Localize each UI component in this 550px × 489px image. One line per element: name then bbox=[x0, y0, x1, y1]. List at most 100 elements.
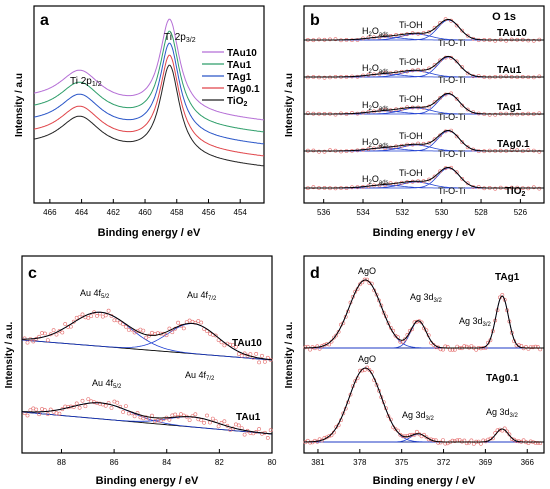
ag3d-data-point bbox=[531, 345, 536, 350]
o1s-data-point bbox=[432, 63, 437, 67]
o1s-data-point bbox=[438, 58, 443, 63]
o1s-data-point bbox=[383, 107, 387, 112]
ag3d-data-point bbox=[452, 347, 457, 352]
panel-c-label-tau1-4f52: Au 4f5/2 bbox=[92, 378, 122, 390]
au4f-data-point bbox=[222, 419, 227, 424]
x-tick-label: 80 bbox=[268, 458, 277, 467]
au4f-data-point bbox=[77, 405, 82, 410]
ag3d-data-point bbox=[478, 441, 483, 446]
sample-label: TAu10 bbox=[497, 28, 527, 39]
o1s-fit-line bbox=[304, 55, 544, 78]
au4f-data-point bbox=[80, 398, 85, 403]
panel-a-xlabel: Binding energy / eV bbox=[98, 227, 201, 239]
x-tick-label: 82 bbox=[215, 458, 224, 467]
o1s-data-point bbox=[504, 74, 509, 79]
x-tick-label: 381 bbox=[311, 458, 325, 467]
ag3d-data-point bbox=[533, 440, 538, 445]
ag3d-data-point bbox=[327, 434, 332, 439]
o1s-data-point bbox=[487, 112, 492, 117]
ag3d-data-point bbox=[315, 344, 320, 349]
au4f-data-point bbox=[80, 312, 85, 317]
x-tick-label: 454 bbox=[234, 208, 248, 217]
panel-c-sample-tau10: TAu10 bbox=[232, 338, 262, 349]
o1s-data-point bbox=[460, 65, 465, 70]
au4f-data-point bbox=[45, 412, 50, 416]
label-ti-o-ti: Ti-O-Ti bbox=[438, 38, 465, 48]
au4f-data-point bbox=[45, 338, 50, 343]
ag3d-data-point bbox=[431, 342, 436, 347]
au4f-data-point bbox=[167, 417, 172, 422]
au4f-data-point bbox=[89, 314, 94, 319]
o1s-data-point bbox=[454, 23, 459, 28]
o1s-data-point bbox=[509, 148, 514, 153]
o1s-data-point bbox=[355, 38, 360, 42]
x-tick-label: 466 bbox=[43, 208, 57, 217]
panel-a-ylabel: Intensity / a.u bbox=[14, 73, 25, 137]
o1s-data-point bbox=[537, 149, 542, 154]
au4f-data-point bbox=[268, 428, 273, 433]
ti2p-spectrum-line bbox=[33, 42, 265, 145]
o1s-data-point bbox=[333, 112, 338, 117]
x-tick-label: 84 bbox=[162, 458, 171, 467]
legend-label: TAg1 bbox=[227, 72, 252, 83]
ag3d-data-point bbox=[312, 346, 317, 351]
au4f-data-point bbox=[150, 330, 154, 335]
au4f-data-point bbox=[262, 359, 267, 364]
ag3d-data-point bbox=[438, 440, 443, 445]
label-ti-o-ti: Ti-O-Ti bbox=[438, 112, 465, 122]
o1s-data-point bbox=[438, 133, 443, 138]
au4f-data-point bbox=[132, 330, 137, 335]
ag3d-data-point bbox=[331, 335, 336, 340]
au4f-data-point bbox=[181, 326, 186, 331]
x-tick-label: 369 bbox=[479, 458, 493, 467]
o1s-data-point bbox=[322, 149, 327, 154]
au4f-data-point bbox=[257, 360, 262, 365]
au4f-data-point bbox=[260, 353, 264, 358]
panel-d-label-ag3d52-2: Ag 3d3/2 bbox=[486, 407, 519, 419]
o1s-data-point bbox=[493, 38, 498, 43]
panel-d-label-ago-1: AgO bbox=[358, 266, 376, 276]
panel-d-label-ag3d52-1: Ag 3d3/2 bbox=[459, 316, 492, 328]
au4f-data-point bbox=[210, 416, 215, 421]
au4f-data-point bbox=[57, 329, 62, 333]
au4f-fit-line bbox=[21, 402, 273, 435]
o1s-data-point bbox=[460, 103, 465, 108]
au4f-data-point bbox=[135, 329, 140, 334]
au4f-data-point bbox=[106, 308, 111, 313]
au4f-data-point bbox=[43, 331, 47, 336]
o1s-data-point bbox=[350, 111, 354, 115]
panel-c-frame bbox=[21, 255, 273, 454]
panel-c-ylabel: Intensity / a.u. bbox=[4, 321, 15, 388]
panel-c-label-tau10-4f72: Au 4f7/2 bbox=[187, 290, 217, 302]
ag3d-data-point bbox=[308, 440, 313, 445]
au4f-data-point bbox=[69, 324, 73, 329]
au4f-data-point bbox=[202, 420, 207, 425]
o1s-data-point bbox=[405, 69, 410, 74]
au4f-data-point bbox=[86, 315, 91, 320]
ti2p-spectrum-line bbox=[33, 64, 265, 167]
au4f-data-point bbox=[25, 340, 30, 345]
ag3d-data-point bbox=[381, 310, 386, 315]
x-tick-label: 460 bbox=[138, 208, 152, 217]
label-h2o-ads: H2Oads bbox=[362, 63, 389, 75]
ag3d-data-point bbox=[490, 436, 495, 441]
spectra-curves bbox=[21, 17, 544, 446]
au4f-data-point bbox=[236, 352, 241, 356]
panel-c-label-tau10-4f52: Au 4f5/2 bbox=[80, 288, 110, 300]
x-tick-label: 458 bbox=[170, 208, 184, 217]
label-h2o-ads: H2Oads bbox=[362, 100, 389, 112]
panel-d-ylabel: Intensity / a.u. bbox=[284, 321, 295, 388]
label-ti-o-ti: Ti-O-Ti bbox=[438, 75, 465, 85]
x-tick-label: 528 bbox=[474, 208, 488, 217]
panel-d-sample-tag1: TAg1 bbox=[495, 272, 520, 283]
ti2p-spectrum-line bbox=[33, 30, 265, 133]
au4f-data-point bbox=[54, 332, 59, 337]
x-tick-label: 378 bbox=[353, 458, 367, 467]
x-tick-label: 532 bbox=[396, 208, 410, 217]
panel-a-peak-ti2p32: Ti 2p3/2 bbox=[164, 32, 196, 44]
o1s-data-point bbox=[333, 37, 338, 42]
o1s-data-point bbox=[383, 183, 387, 187]
panel-a-frame bbox=[33, 5, 265, 204]
ti2p-spectrum-line bbox=[33, 54, 265, 157]
legend-label: TAu1 bbox=[227, 60, 252, 71]
